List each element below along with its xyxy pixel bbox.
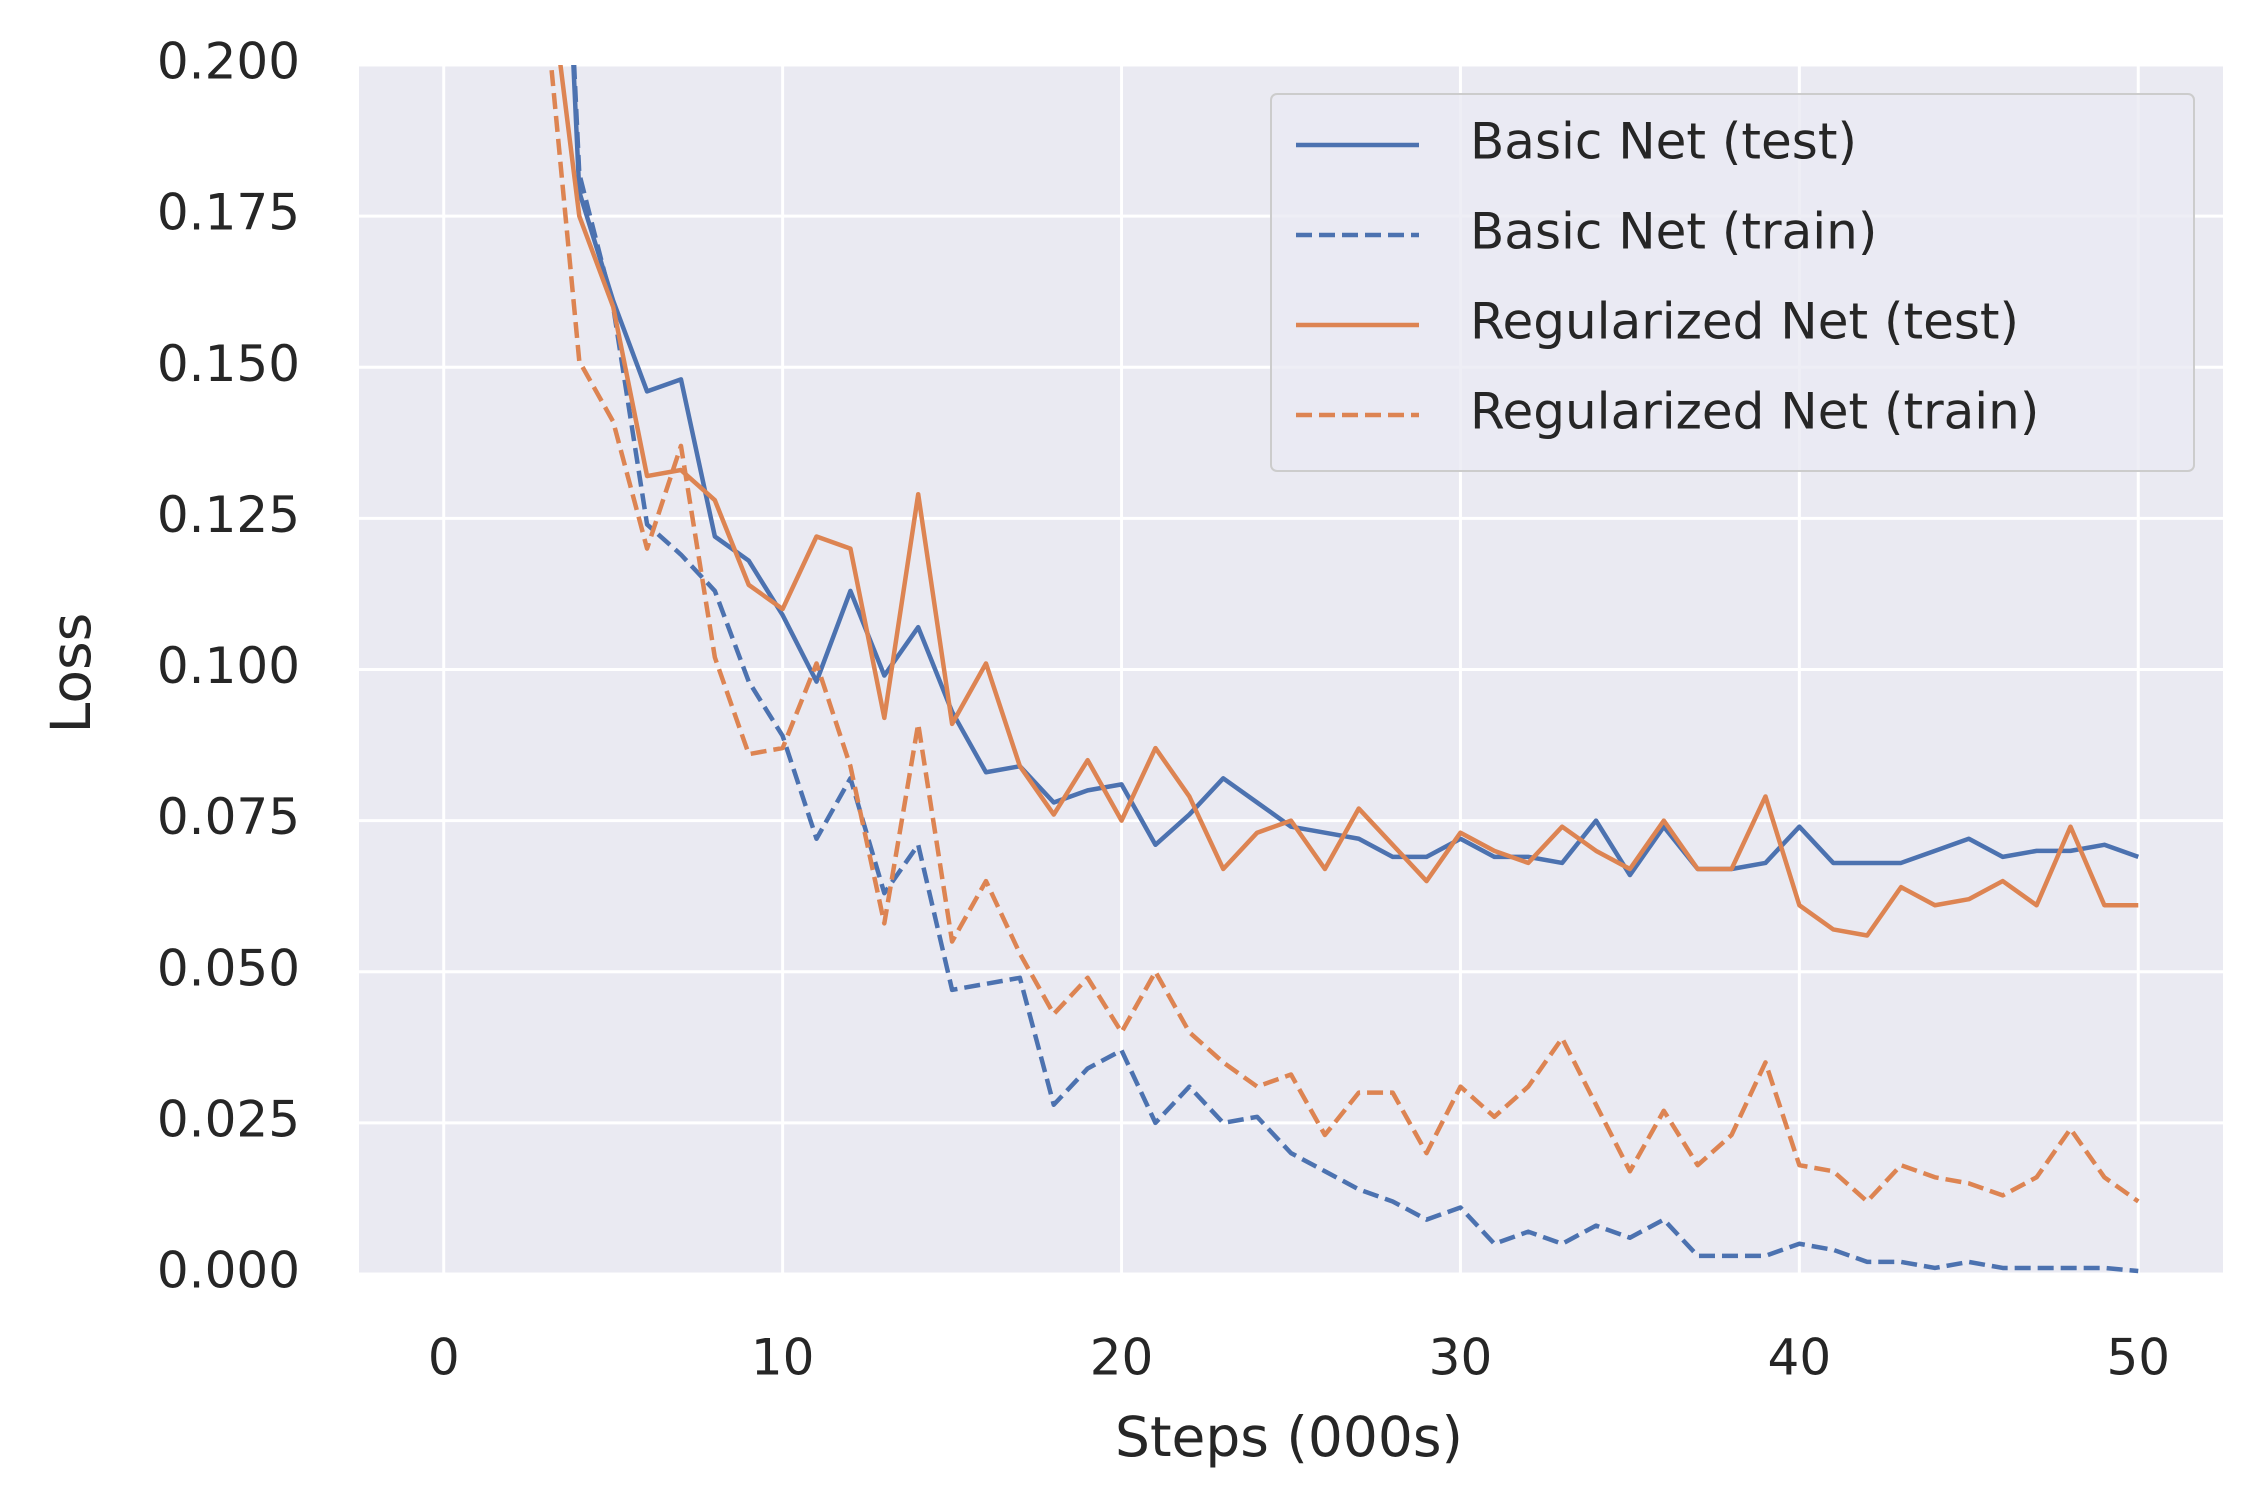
y-tick-label: 0.075 [157,788,300,846]
legend-label: Regularized Net (train) [1470,383,2039,441]
x-tick-label: 20 [1090,1329,1154,1387]
x-tick-label: 0 [428,1329,460,1387]
y-tick-label: 0.125 [157,486,300,544]
y-tick-label: 0.200 [157,33,300,91]
series-line [558,65,2139,938]
x-tick-label: 10 [751,1329,815,1387]
y-tick-label: 0.175 [157,184,300,242]
x-tick-label: 40 [1768,1329,1832,1387]
y-tick-label: 0.025 [157,1090,300,1148]
y-axis-label: Loss [39,613,103,734]
legend-label: Basic Net (train) [1470,203,1877,261]
lines [548,65,2140,1274]
series-line [571,65,2139,1274]
legend-box [1270,93,2195,472]
x-tick-label: 30 [1429,1329,1493,1387]
y-tick-label: 0.000 [157,1242,300,1300]
grid [359,63,2223,1276]
legend: Basic Net (test) Basic Net (train) Regular… [1270,93,2195,472]
y-tick-label: 0.150 [157,335,300,393]
y-tick-label: 0.100 [157,637,300,695]
series-line [548,65,2140,1204]
x-tick-label: 50 [2106,1329,2170,1387]
x-axis-label: Steps (000s) [1115,1405,1463,1469]
series-line [571,65,2140,878]
y-tick-label: 0.050 [157,939,300,997]
legend-label: Basic Net (test) [1470,113,1857,171]
legend-label: Regularized Net (test) [1470,293,2019,351]
